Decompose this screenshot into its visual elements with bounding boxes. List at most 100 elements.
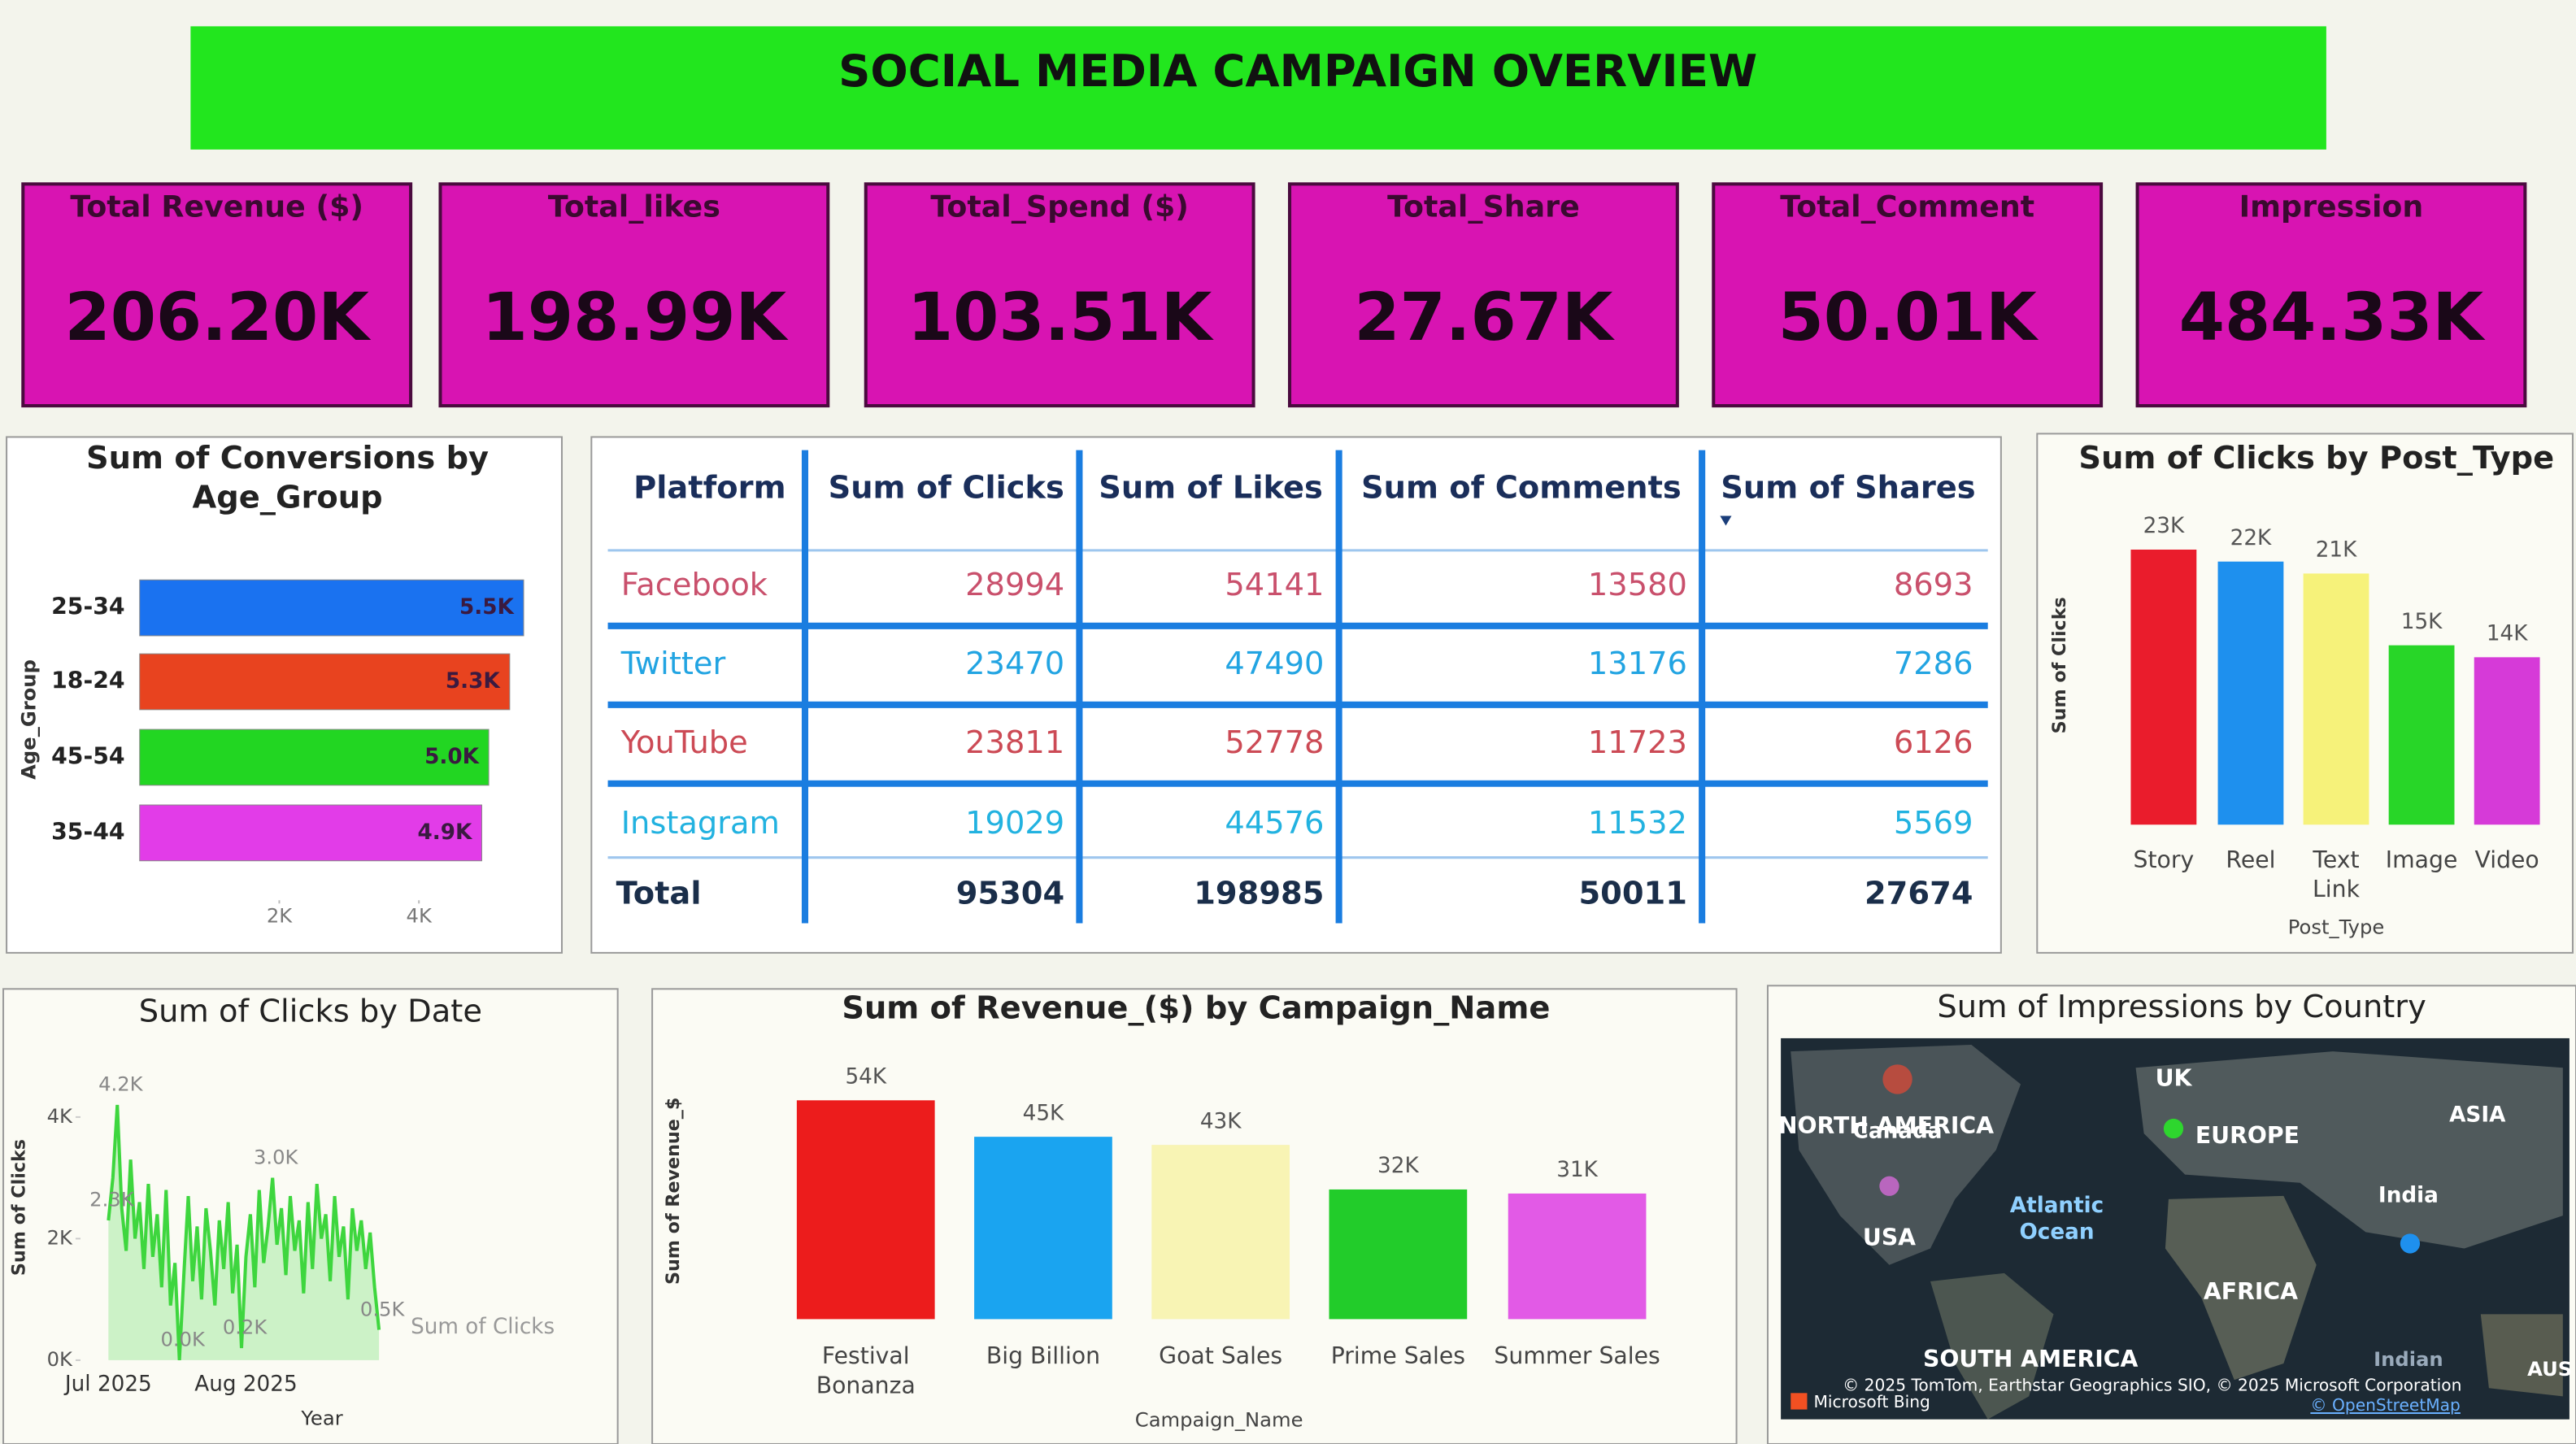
chart-title-box: Sum of Clicks by Date	[31, 994, 590, 1040]
point-label: 0.2K	[223, 1316, 268, 1339]
map-label: India	[2378, 1183, 2439, 1207]
data-label: 5.3K	[446, 669, 502, 694]
bar	[1151, 1145, 1290, 1319]
x-tick-label-box: Festival Bonanza	[777, 1344, 955, 1416]
x-tick-label-box: Image	[2379, 848, 2465, 920]
map-brand: Microsoft Bing	[1814, 1392, 1930, 1411]
x-tick-label-box: Big Billion	[955, 1344, 1132, 1416]
map-label: Atlantic Ocean	[1999, 1194, 2114, 1248]
y-axis-label: Age_Group	[16, 659, 40, 780]
chart-title: Sum of Clicks by Date	[31, 994, 590, 1033]
bar	[1329, 1190, 1468, 1319]
y-tick-label: 18-24	[51, 667, 124, 694]
kpi-value: 27.67K	[1354, 280, 1616, 356]
x-tick-label-box: Prime Sales	[1309, 1344, 1486, 1416]
table-cell: YouTube	[620, 724, 748, 761]
map-land	[2481, 1314, 2563, 1396]
x-tick-label: Summer Sales	[1488, 1344, 1665, 1372]
x-tick-label-box: Reel	[2208, 848, 2293, 920]
kpi-value: 206.20K	[64, 280, 372, 356]
x-tick-label: Image	[2379, 848, 2465, 876]
map-bubble	[1879, 1177, 1899, 1196]
data-label: 5.5K	[459, 595, 516, 620]
map-title: Sum of Impressions by Country	[1937, 989, 2426, 1025]
x-tick-label-box: Video	[2465, 848, 2550, 920]
x-tick-label: Reel	[2208, 848, 2293, 876]
table-cell: 13176	[1588, 646, 1687, 682]
table-header: Platform	[633, 470, 786, 507]
map-label: Canada	[1853, 1120, 1943, 1144]
data-label: 32K	[1377, 1154, 1419, 1178]
y-axis-label: Sum of Clicks	[2049, 597, 2070, 733]
bar	[2218, 562, 2284, 825]
data-label: 31K	[1556, 1158, 1598, 1182]
kpi-label: Impression	[2239, 189, 2424, 224]
y-axis-label: Sum of Revenue_$	[663, 1098, 684, 1285]
y-axis-label: Sum of Clicks	[9, 1139, 30, 1276]
x-tick-label: 2K	[267, 903, 293, 927]
x-axis-label: Year	[300, 1407, 342, 1430]
table-cell: 28994	[965, 567, 1064, 603]
data-label: 22K	[2230, 526, 2272, 550]
point-label: 0.0K	[160, 1328, 206, 1351]
map-label: SOUTH AMERICA	[1923, 1346, 2138, 1372]
map-label: AFRICA	[2204, 1278, 2298, 1305]
kpi-label: Total_Spend ($)	[930, 189, 1189, 224]
map-label: EUROPE	[2195, 1122, 2300, 1149]
y-tick-label: 0K	[47, 1347, 73, 1371]
point-label: 2.3K	[89, 1188, 135, 1211]
table-cell: 7286	[1894, 646, 1973, 682]
map-label: UK	[2156, 1064, 2193, 1091]
point-label: 0.5K	[360, 1297, 406, 1320]
bar	[974, 1137, 1112, 1319]
table-header: Sum of Clicks	[829, 470, 1064, 507]
kpi-label: Total_likes	[548, 189, 720, 224]
map-bubble	[1882, 1064, 1912, 1094]
table-cell: 52778	[1225, 724, 1324, 761]
table-total: 95304	[956, 876, 1065, 912]
data-label: 54K	[845, 1065, 886, 1090]
table-cell: 19029	[965, 805, 1064, 842]
x-tick-label: Video	[2465, 848, 2550, 876]
kpi-value: 50.01K	[1778, 280, 2040, 356]
bar	[1508, 1194, 1647, 1319]
table-cell: 44576	[1225, 805, 1324, 842]
map-label-box: Atlantic Ocean	[1999, 1194, 2114, 1254]
table-cell: Twitter	[620, 646, 726, 682]
table-header: Sum of Likes	[1099, 470, 1323, 507]
kpi-value: 103.51K	[907, 280, 1215, 356]
table-cell: 5569	[1894, 805, 1973, 842]
bar	[2474, 657, 2540, 824]
point-label: 3.0K	[254, 1145, 299, 1168]
data-label: 23K	[2143, 514, 2185, 538]
kpi-value: 198.99K	[482, 280, 790, 356]
table-total: Total	[616, 876, 702, 912]
table-cell: 13580	[1588, 567, 1687, 603]
x-tick-label: Text Link	[2293, 848, 2378, 906]
y-tick-label: 4K	[47, 1104, 73, 1128]
data-label: 43K	[1200, 1109, 1242, 1133]
bar	[797, 1100, 935, 1319]
table-total: 50011	[1578, 876, 1687, 912]
table-total: 198985	[1194, 876, 1324, 912]
chart-title-box: Sum of Conversions by Age_Group	[41, 441, 534, 533]
chart-title-box: Sum of Revenue_($) by Campaign_Name	[703, 990, 1689, 1037]
table-cell: 8693	[1894, 567, 1973, 603]
table-cell: Instagram	[621, 805, 780, 842]
point-label: 4.2K	[98, 1072, 144, 1096]
kpi-label: Total_Comment	[1780, 189, 2034, 224]
x-tick-label-box: Goat Sales	[1132, 1344, 1309, 1416]
table-cell: 23811	[965, 724, 1064, 761]
kpi-label: Total_Share	[1387, 189, 1580, 224]
x-tick-label: Festival Bonanza	[777, 1344, 955, 1402]
table-cell: 23470	[965, 646, 1064, 682]
legend-label: Sum of Clicks	[411, 1315, 555, 1339]
table-cell: 47490	[1225, 646, 1324, 682]
chart-title: Sum of Revenue_($) by Campaign_Name	[703, 990, 1689, 1029]
y-tick-label: 25-34	[51, 594, 124, 620]
table-header: Sum of Comments	[1361, 470, 1682, 507]
kpi-label: Total Revenue ($)	[70, 189, 363, 224]
dashboard-title: SOCIAL MEDIA CAMPAIGN OVERVIEW	[838, 45, 1757, 97]
